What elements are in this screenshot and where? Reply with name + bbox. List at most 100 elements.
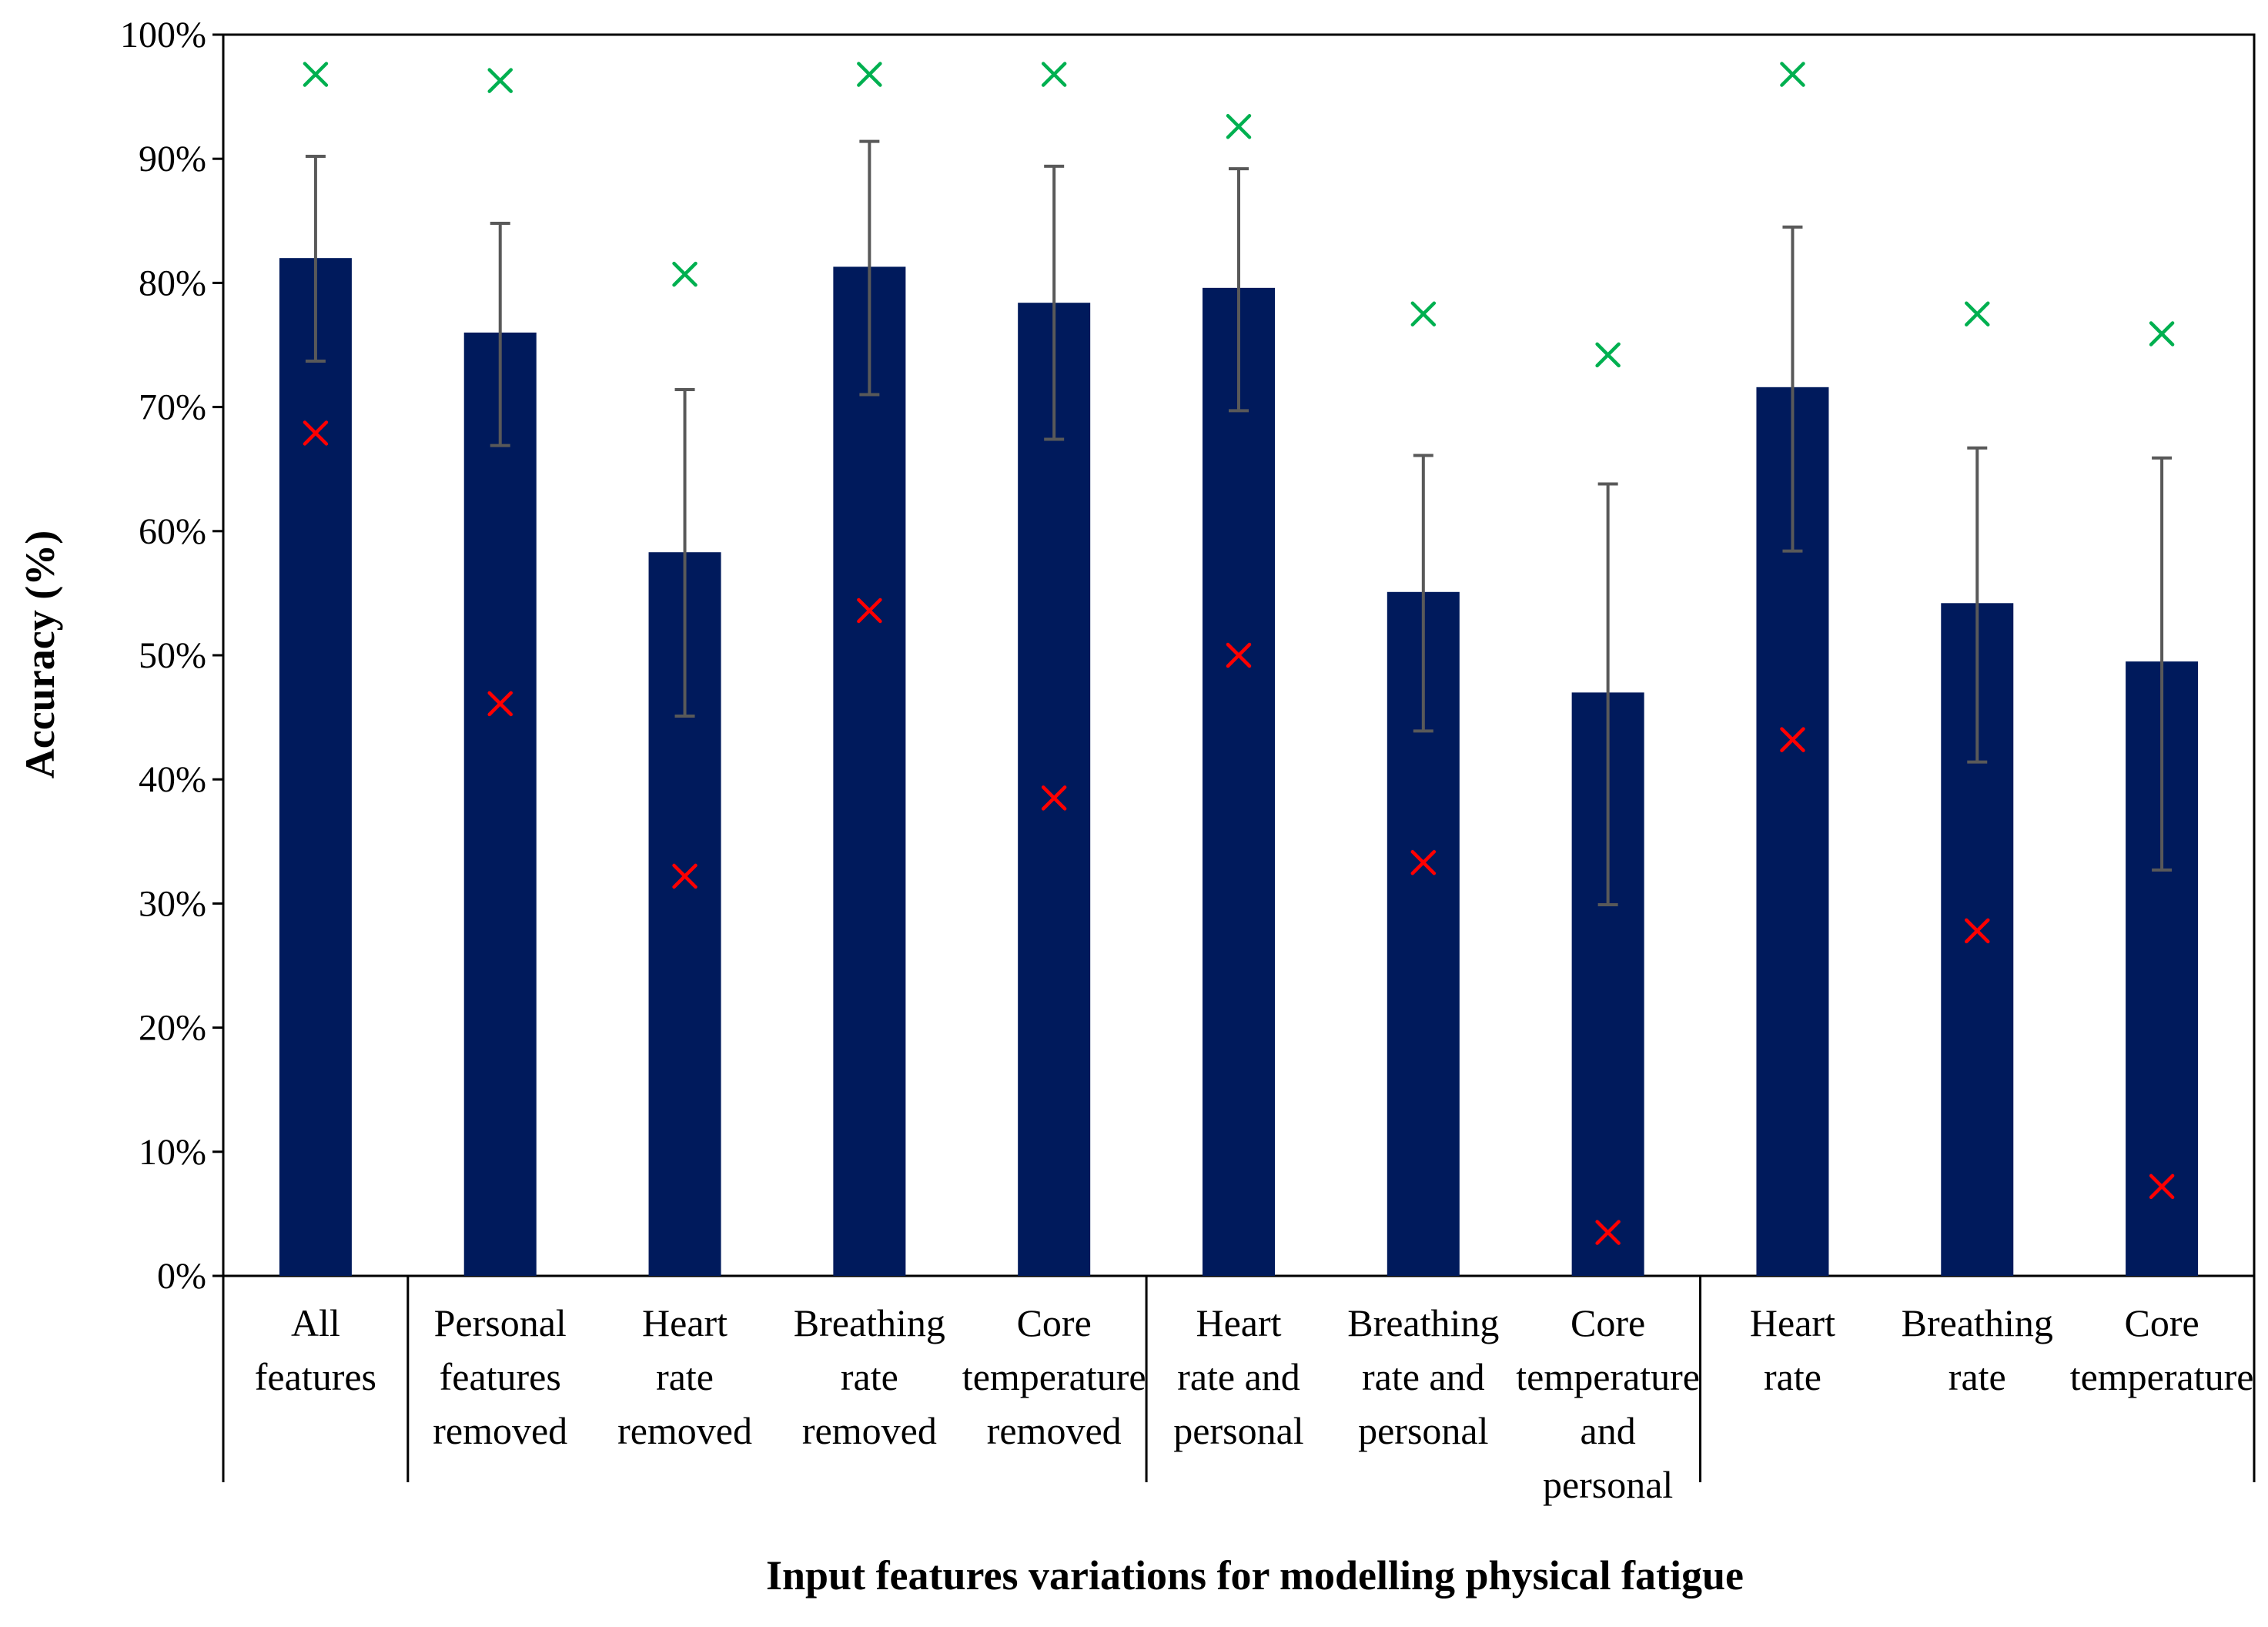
x-category-label-line: Heart bbox=[1196, 1301, 1281, 1344]
minimum-marker-stroke-b bbox=[1780, 727, 1805, 752]
y-tick-label: 30% bbox=[139, 883, 206, 924]
minimum-marker bbox=[1780, 727, 1805, 752]
bar bbox=[463, 332, 537, 1276]
maximum-marker-stroke-b bbox=[1041, 62, 1067, 87]
x-category-label-line: Breathing bbox=[794, 1301, 945, 1344]
maximum-marker bbox=[487, 68, 513, 93]
y-tick-label: 100% bbox=[120, 15, 206, 55]
y-tick-label: 50% bbox=[139, 635, 206, 676]
x-category-label: Core temperature bbox=[2070, 1301, 2254, 1398]
x-category-label-line: features bbox=[255, 1355, 376, 1398]
x-category-label-line: Personal bbox=[434, 1301, 567, 1344]
maximum-marker bbox=[857, 62, 882, 87]
x-category-label-line: Breathing bbox=[1347, 1301, 1499, 1344]
maximum-marker bbox=[1595, 342, 1621, 368]
maximum-marker-stroke-b bbox=[857, 62, 882, 87]
y-tick-label: 70% bbox=[139, 387, 206, 428]
maximum-marker bbox=[1965, 301, 1990, 326]
x-category-label-line: Heart bbox=[1750, 1301, 1835, 1344]
x-category-label: Breathing rate bbox=[1902, 1301, 2053, 1398]
x-category-label: Core temperature and personal bbox=[1516, 1301, 1700, 1506]
y-tick-label: 80% bbox=[139, 263, 206, 303]
minimum-marker bbox=[303, 420, 329, 446]
x-category-label-line: removed bbox=[433, 1409, 567, 1452]
minimum-marker-stroke-b bbox=[303, 420, 329, 446]
minimum-marker-stroke-b bbox=[672, 863, 697, 889]
x-category-label-line: Core bbox=[1571, 1301, 1645, 1344]
bar bbox=[833, 266, 906, 1277]
maximum-marker bbox=[1041, 62, 1067, 87]
minimum-marker-stroke-b bbox=[1965, 918, 1990, 944]
x-category-label-line: personal bbox=[1543, 1463, 1673, 1506]
x-category-label-line: temperature bbox=[1516, 1355, 1700, 1398]
x-category-label-line: personal bbox=[1173, 1409, 1303, 1452]
minimum-marker bbox=[487, 691, 513, 717]
bar bbox=[279, 258, 352, 1276]
x-category-label-line: rate bbox=[841, 1355, 898, 1398]
bar bbox=[1018, 303, 1091, 1276]
minimum-marker bbox=[857, 598, 882, 624]
minimum-marker-stroke-b bbox=[1226, 642, 1252, 668]
minimum-marker-stroke-b bbox=[1410, 849, 1437, 875]
minimum-marker-stroke-b bbox=[1595, 1220, 1621, 1245]
x-category-label-line: All bbox=[291, 1301, 340, 1344]
maximum-marker-stroke-b bbox=[1595, 342, 1621, 368]
maximum-marker-stroke-b bbox=[1965, 301, 1990, 326]
maximum-marker bbox=[303, 62, 329, 87]
minimum-marker bbox=[1965, 918, 1990, 944]
x-category-label-line: removed bbox=[617, 1409, 752, 1452]
minimum-marker bbox=[1041, 785, 1067, 811]
maximum-marker-stroke-b bbox=[2149, 321, 2175, 346]
x-category-label-line: removed bbox=[987, 1409, 1122, 1452]
x-category-label-line: temperature bbox=[962, 1355, 1146, 1398]
minimum-marker-stroke-b bbox=[2149, 1173, 2175, 1200]
minimum-marker bbox=[1226, 642, 1252, 668]
minimum-marker-stroke-b bbox=[857, 598, 882, 624]
maximum-marker-stroke-b bbox=[672, 261, 697, 287]
x-category-label: Heart rate bbox=[1750, 1301, 1835, 1398]
x-category-label: Personal features removed bbox=[433, 1301, 567, 1452]
minimum-marker-stroke-b bbox=[487, 691, 513, 717]
x-category-label: Heart rate and personal bbox=[1173, 1301, 1303, 1452]
bar bbox=[1203, 287, 1275, 1276]
maximum-marker-stroke-b bbox=[487, 68, 513, 93]
x-category-label: All features bbox=[255, 1301, 376, 1398]
maximum-marker bbox=[1410, 301, 1437, 326]
y-tick-label: 0% bbox=[157, 1256, 206, 1297]
y-tick-label: 90% bbox=[139, 139, 206, 179]
x-category-label-line: rate bbox=[1764, 1355, 1821, 1398]
x-category-label-line: rate and bbox=[1177, 1355, 1300, 1398]
maximum-marker bbox=[1226, 114, 1252, 139]
x-category-label-line: Core bbox=[2124, 1301, 2199, 1344]
x-category-label-line: rate bbox=[1949, 1355, 2006, 1398]
x-axis-title: Input features variations for modelling … bbox=[766, 1552, 1744, 1599]
minimum-marker-stroke-b bbox=[1041, 785, 1067, 811]
x-category-label: Core temperature removed bbox=[962, 1301, 1146, 1452]
y-axis-title: Accuracy (%) bbox=[17, 531, 63, 778]
maximum-marker-stroke-b bbox=[1780, 62, 1805, 87]
x-category-label-line: rate and bbox=[1362, 1355, 1485, 1398]
x-category-label: Heart rate removed bbox=[617, 1301, 752, 1452]
x-category-label: Breathing rate removed bbox=[794, 1301, 945, 1452]
maximum-marker bbox=[672, 261, 697, 287]
x-category-label-line: Core bbox=[1017, 1301, 1092, 1344]
y-tick-label: 10% bbox=[139, 1132, 206, 1173]
x-category-label-line: and bbox=[1581, 1409, 1636, 1452]
maximum-marker bbox=[1780, 62, 1805, 87]
x-category-label-line: removed bbox=[802, 1409, 937, 1452]
minimum-marker bbox=[1410, 849, 1437, 875]
maximum-marker bbox=[2149, 321, 2175, 346]
y-tick-label: 20% bbox=[139, 1008, 206, 1049]
maximum-marker-stroke-b bbox=[303, 62, 329, 87]
x-category-label-line: temperature bbox=[2070, 1355, 2254, 1398]
x-category-label-line: Breathing bbox=[1902, 1301, 2053, 1344]
x-category-label-line: features bbox=[440, 1355, 561, 1398]
y-tick-label: 40% bbox=[139, 759, 206, 800]
x-category-label-line: Heart bbox=[642, 1301, 728, 1344]
x-category-label-line: personal bbox=[1358, 1409, 1488, 1452]
y-tick-label: 60% bbox=[139, 511, 206, 552]
minimum-marker bbox=[2149, 1173, 2175, 1200]
minimum-marker bbox=[1595, 1220, 1621, 1245]
maximum-marker-stroke-b bbox=[1226, 114, 1252, 139]
